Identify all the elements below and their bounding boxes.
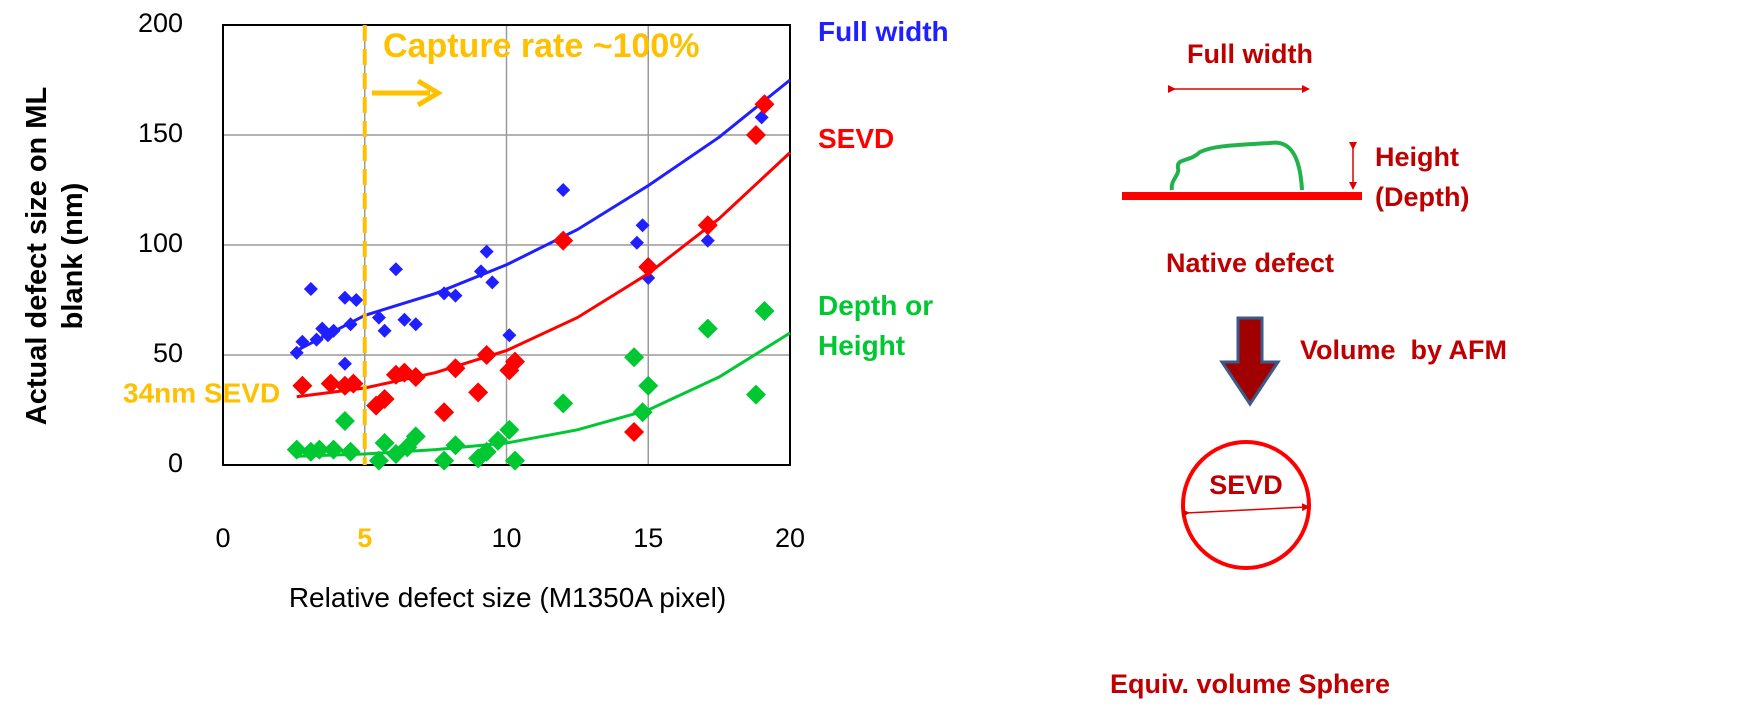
x-tick-label: 0 — [215, 523, 230, 553]
legend-label: Full width — [818, 12, 968, 52]
y-axis-title: Actual defect size on ML blank (nm) — [19, 86, 91, 426]
y-tick-label: 100 — [138, 228, 183, 258]
volume-label: Volume by AFM — [1300, 335, 1507, 365]
annotation: Capture rate ~100% — [383, 27, 700, 65]
y-tick-label: 200 — [138, 8, 183, 38]
y-tick-label: 150 — [138, 118, 183, 148]
x-tick-label: 20 — [775, 523, 805, 553]
substrate — [1122, 192, 1362, 200]
down-arrow — [1222, 318, 1278, 404]
page: Full width Native defect Volume by AFM S… — [0, 0, 1756, 721]
defect-shape — [1172, 143, 1302, 190]
annotation: 34nm SEVD — [123, 377, 280, 408]
height-label: Height (Depth) — [1375, 137, 1505, 217]
x-axis-title: Relative defect size (M1350A pixel) — [190, 582, 825, 614]
y-tick-label: 50 — [153, 338, 183, 368]
native-label: Native defect — [1166, 248, 1334, 278]
legend-label: SEVD — [818, 119, 968, 159]
sphere-label: Equiv. volume Sphere — [1110, 669, 1390, 699]
full-width-label: Full width — [1187, 39, 1313, 69]
sevd-label: SEVD — [1209, 470, 1283, 500]
x-tick-label: 15 — [633, 523, 663, 553]
diameter-arrow — [1186, 507, 1306, 513]
legend-label: Depth or Height — [818, 286, 968, 366]
x-tick-label: 5 — [357, 523, 372, 553]
y-tick-label: 0 — [168, 448, 183, 478]
sphere — [1183, 442, 1309, 568]
x-tick-label: 10 — [491, 523, 521, 553]
